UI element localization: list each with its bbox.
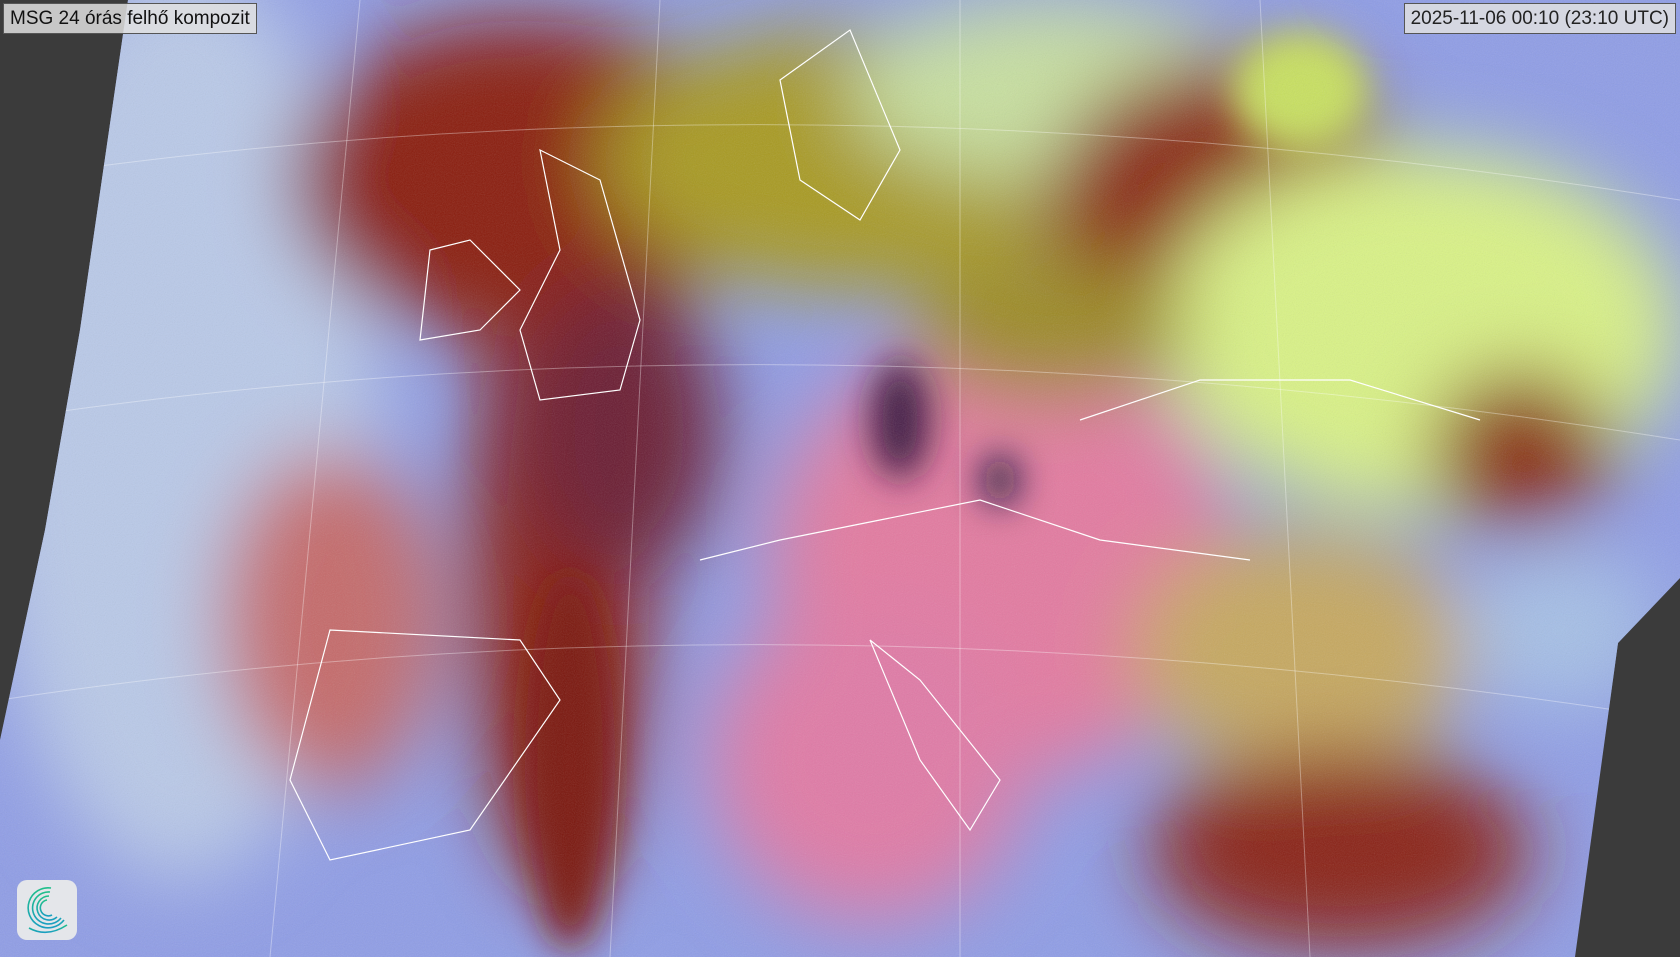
product-title: MSG 24 órás felhő kompozit (3, 3, 257, 34)
spiral-logo-icon[interactable] (17, 880, 77, 940)
timestamp: 2025-11-06 00:10 (23:10 UTC) (1403, 3, 1676, 34)
coastlines (289, 29, 1481, 861)
